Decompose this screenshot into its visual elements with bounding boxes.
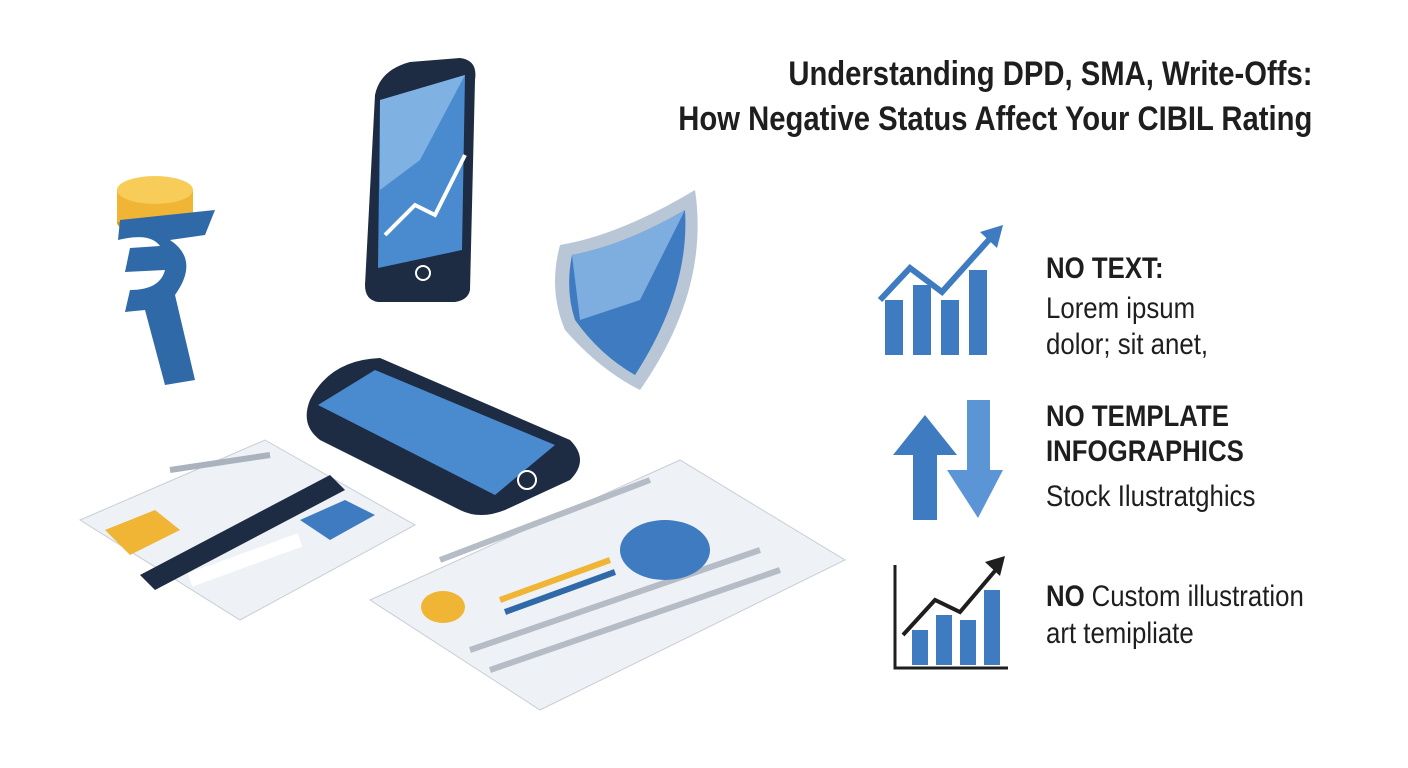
title-line: Understanding DPD, SMA, Write-Offs: <box>787 55 1312 93</box>
rupee-icon <box>117 176 215 385</box>
item-body: dolor; sit anet, <box>1046 328 1209 361</box>
document <box>368 459 847 711</box>
item-heading: NO TEMPLATE <box>1046 400 1229 433</box>
title-line: How Negative Status Affect Your CIBIL Ra… <box>677 100 1312 138</box>
item-heading: NO <box>1046 580 1085 613</box>
shield <box>555 190 698 390</box>
credit-card <box>78 439 417 621</box>
updown-icon <box>893 400 1003 520</box>
item-body: Custom illustration <box>1091 580 1304 613</box>
item-line: NO Custom illustration <box>1046 580 1304 614</box>
growth-icon <box>877 225 1003 355</box>
item-body: Lorem ipsum <box>1046 292 1196 325</box>
item-heading: NO TEXT: <box>1046 252 1164 285</box>
item-body: Stock Ilustratghics <box>1046 480 1256 513</box>
phone-upright <box>365 58 476 302</box>
trend-icon <box>893 556 1008 670</box>
item-heading: INFOGRAPHICS <box>1046 435 1244 468</box>
item-body: art temipliate <box>1046 617 1194 650</box>
phone-flat <box>306 358 580 515</box>
